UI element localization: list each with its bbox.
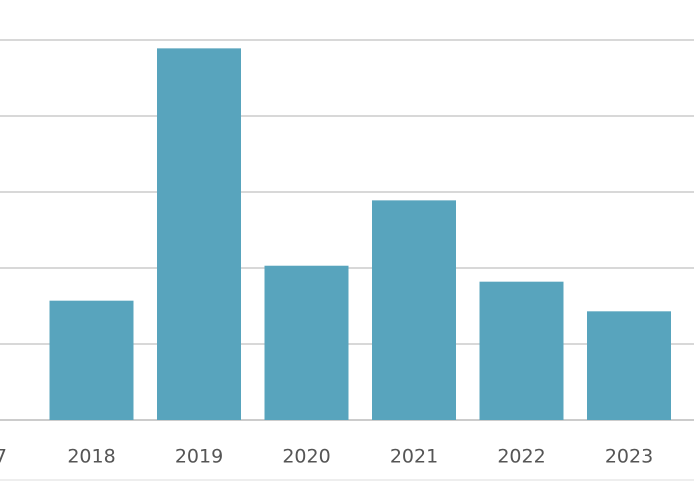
bar	[479, 281, 564, 420]
bar	[49, 300, 134, 420]
x-tick-label: 2023	[605, 446, 653, 468]
bar	[264, 265, 349, 420]
x-tick-label: 7	[0, 446, 7, 468]
x-tick-label: 2019	[175, 446, 223, 468]
bar	[372, 200, 456, 420]
x-tick-label: 2021	[390, 446, 438, 468]
bar	[157, 48, 241, 421]
x-tick-label: 2022	[497, 446, 545, 468]
x-tick-label: 2020	[282, 446, 330, 468]
bar	[587, 311, 671, 420]
x-tick-label: 2018	[67, 446, 115, 468]
